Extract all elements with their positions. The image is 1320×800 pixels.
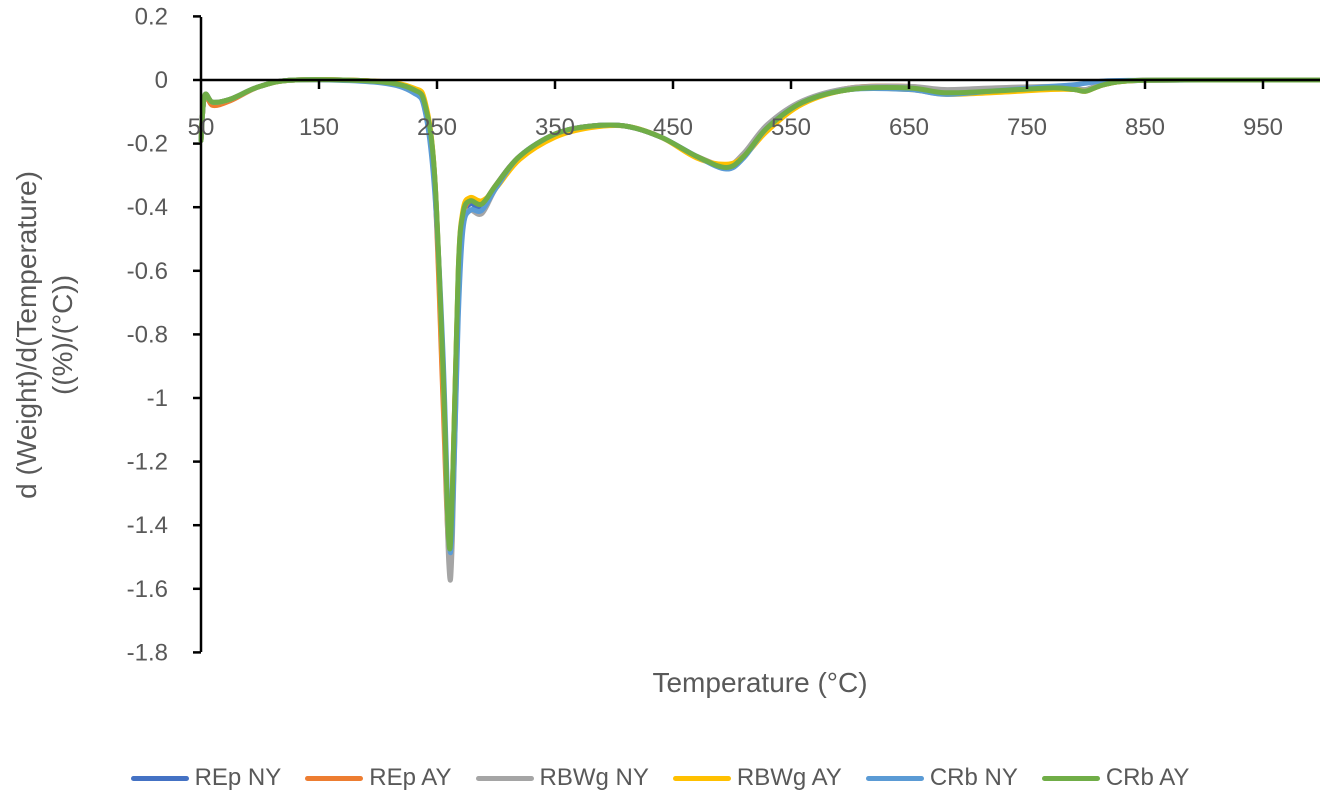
series-line-rbwg-ay bbox=[198, 77, 1320, 549]
legend-label: RBWg NY bbox=[539, 764, 649, 791]
legend-label: REp AY bbox=[369, 764, 452, 791]
legend-swatch bbox=[1041, 775, 1100, 781]
x-axis-title: Temperature (°C) bbox=[652, 667, 867, 698]
axes bbox=[199, 17, 1320, 652]
y-axis-title: d (Weight)/d(Temperature) ((%)/(°C)) bbox=[11, 171, 78, 499]
x-tick-label: 750 bbox=[1007, 114, 1047, 141]
y-tick-label: -1.2 bbox=[127, 449, 168, 476]
legend-swatch bbox=[305, 775, 364, 781]
legend-label: REp NY bbox=[194, 764, 282, 791]
legend-item-crb-ny: CRb NY bbox=[865, 764, 1018, 792]
legend-swatch bbox=[865, 775, 924, 781]
legend-label: CRb AY bbox=[1105, 764, 1190, 791]
series-line-rep-ay bbox=[198, 77, 1320, 561]
y-tick-label: -0.2 bbox=[127, 131, 168, 158]
x-tick-label: 550 bbox=[771, 114, 811, 141]
legend-item-rep-ay: REp AY bbox=[305, 764, 452, 792]
y-tick-label: 0.2 bbox=[135, 3, 168, 30]
y-tick-label: 0 bbox=[155, 67, 168, 94]
x-axis-ticks: 50 150 250 350 450 550 650 750 850 950 bbox=[188, 80, 1283, 141]
y-tick-label: -0.8 bbox=[127, 321, 168, 348]
legend: REp NY REp AY RBWg NY RBWg AY CRb NY CRb AY bbox=[0, 758, 1320, 798]
legend-label: RBWg AY bbox=[736, 764, 842, 791]
legend-swatch bbox=[672, 775, 731, 781]
x-tick-label: 450 bbox=[653, 114, 693, 141]
x-tick-label: 350 bbox=[535, 114, 575, 141]
legend-item-rep-ny: REp NY bbox=[130, 764, 282, 792]
x-tick-label: 250 bbox=[417, 114, 457, 141]
legend-label: CRb NY bbox=[929, 764, 1018, 791]
series-line-crb-ay bbox=[198, 77, 1320, 552]
series-layer bbox=[198, 77, 1320, 583]
x-tick-label: 950 bbox=[1243, 114, 1283, 141]
series-line-crb-ny bbox=[198, 77, 1320, 556]
x-tick-label: 650 bbox=[889, 114, 929, 141]
legend-item-crb-ay: CRb AY bbox=[1041, 764, 1190, 792]
y-tick-label: -1.8 bbox=[127, 639, 168, 666]
y-tick-label: -1.6 bbox=[127, 576, 168, 603]
y-tick-label: -0.4 bbox=[127, 194, 168, 221]
y-tick-label: -1 bbox=[147, 385, 168, 412]
y-axis-title-line1: d (Weight)/d(Temperature) bbox=[11, 171, 42, 499]
series-line-rbwg-ny bbox=[198, 77, 1320, 583]
y-tick-label: -0.6 bbox=[127, 258, 168, 285]
y-axis-ticks: 0.2 0 -0.2 -0.4 -0.6 -0.8 -1 -1.2 -1.4 -1.6 -1.8 bbox=[127, 3, 201, 666]
legend-item-rbwg-ay: RBWg AY bbox=[672, 764, 842, 792]
y-axis-title-line2: ((%)/(°C)) bbox=[47, 275, 78, 395]
series-line-rep-ny bbox=[198, 77, 1320, 562]
x-tick-label: 150 bbox=[299, 114, 339, 141]
x-tick-label: 50 bbox=[188, 114, 215, 141]
x-tick-label: 850 bbox=[1125, 114, 1165, 141]
legend-swatch bbox=[130, 775, 189, 781]
legend-item-rbwg-ny: RBWg NY bbox=[475, 764, 649, 792]
y-tick-label: -1.4 bbox=[127, 512, 168, 539]
legend-swatch bbox=[475, 775, 534, 781]
